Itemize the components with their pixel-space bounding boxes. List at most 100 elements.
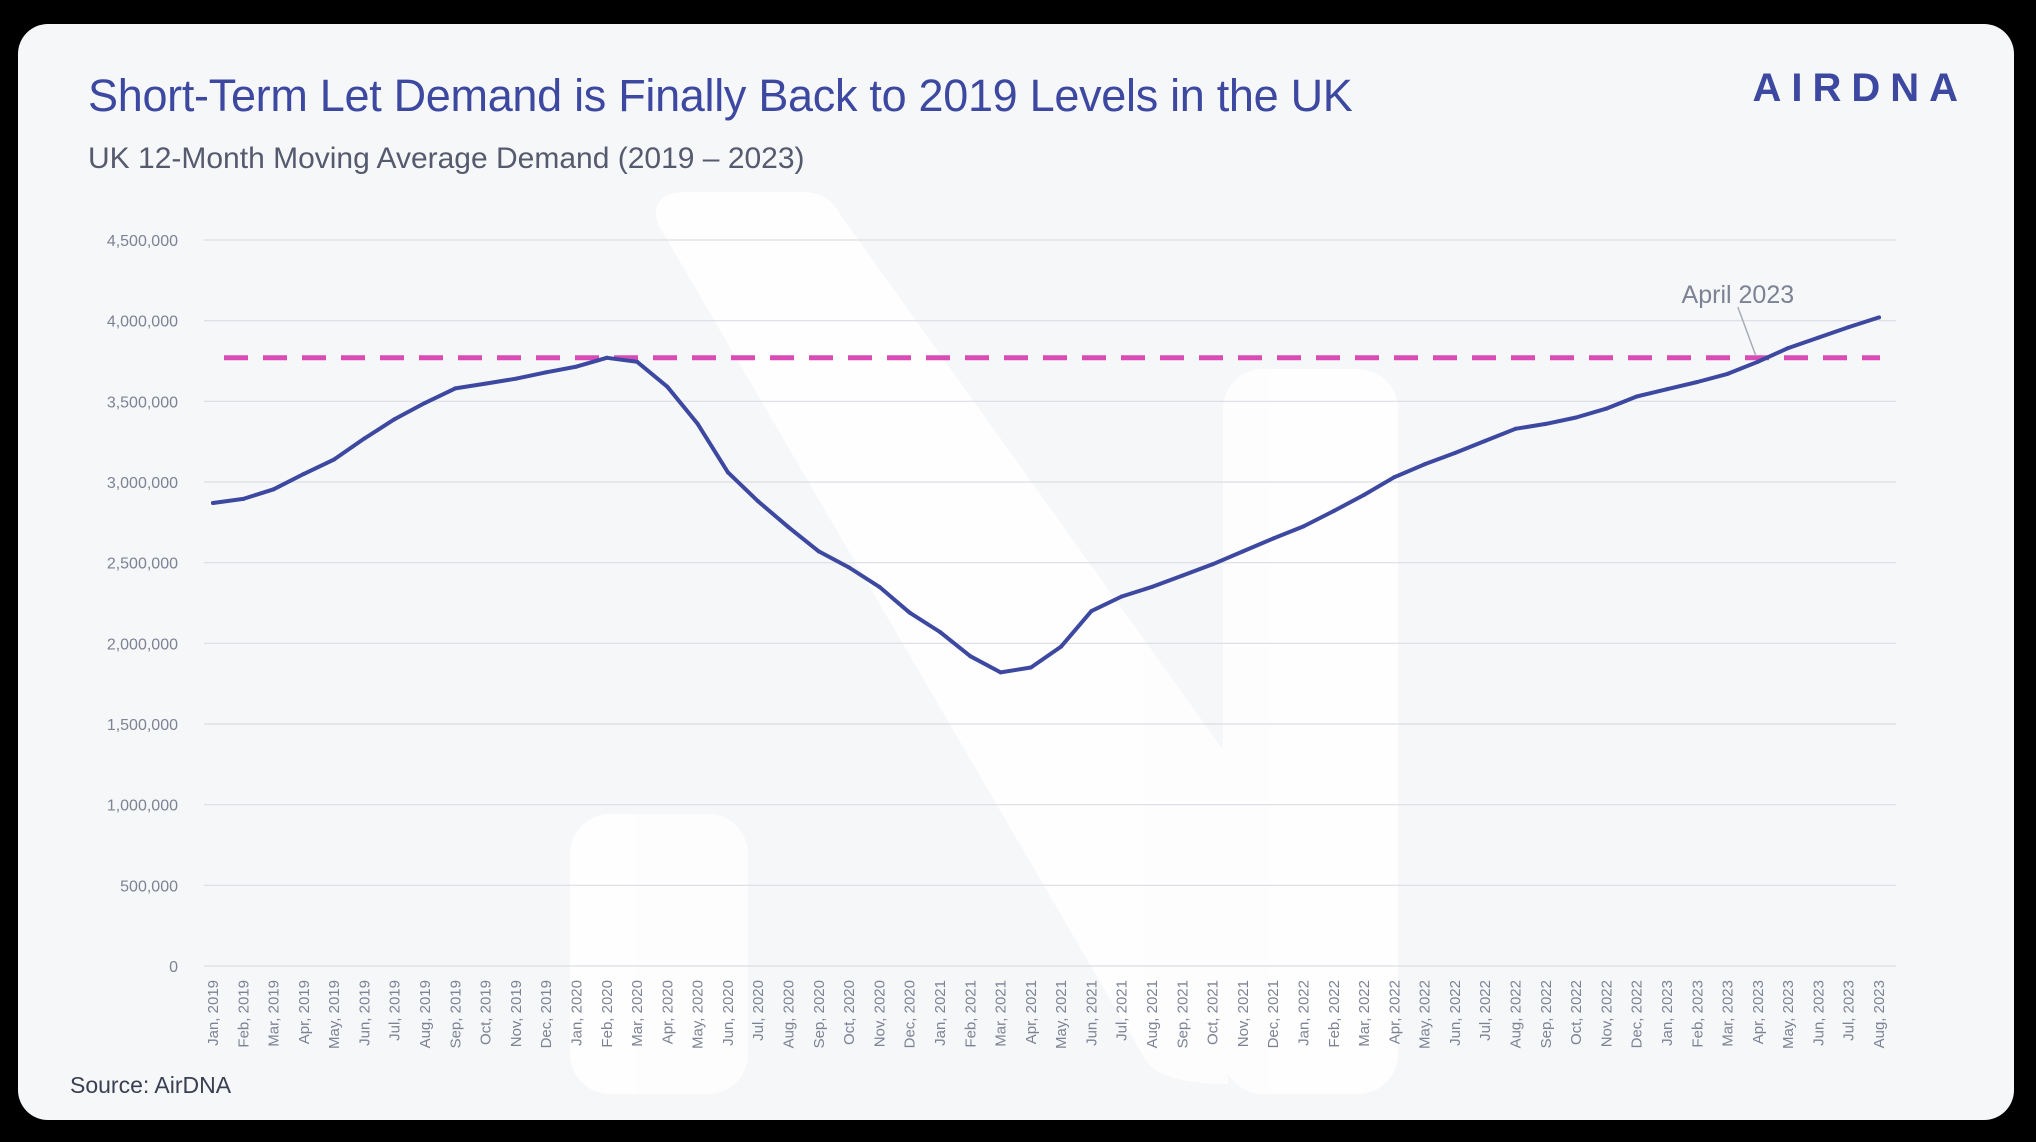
data-point	[1816, 335, 1821, 340]
x-axis: Jan, 2019 Feb, 2019 Mar, 2019 Apr, 2019 May,…	[205, 980, 1888, 1049]
data-point	[1301, 524, 1306, 529]
x-tick-label: Apr, 2019	[296, 980, 313, 1044]
y-tick-label: 1,500,000	[107, 717, 178, 734]
x-tick-label: Dec, 2021	[1265, 980, 1282, 1048]
data-point	[1119, 594, 1124, 599]
y-tick-label: 4,000,000	[107, 314, 178, 331]
data-point	[301, 471, 306, 476]
y-tick-label: 0	[169, 959, 178, 976]
x-tick-label: Jun, 2019	[356, 980, 373, 1046]
x-tick-label: May, 2019	[326, 980, 343, 1049]
chart-subtitle: UK 12-Month Moving Average Demand (2019 …	[88, 142, 805, 175]
x-tick-label: Jun, 2021	[1083, 980, 1100, 1046]
data-point	[241, 496, 246, 501]
data-point	[332, 457, 337, 462]
annotation-label: April 2023	[1682, 281, 1795, 309]
data-point	[1877, 315, 1881, 320]
data-point	[1362, 492, 1367, 497]
x-tick-label: Mar, 2020	[629, 980, 646, 1047]
data-point	[423, 400, 428, 405]
x-tick-label: Jan, 2021	[932, 980, 949, 1046]
data-point	[665, 384, 670, 389]
x-tick-label: Jan, 2020	[568, 980, 585, 1046]
data-point	[1180, 573, 1185, 578]
x-tick-label: Oct, 2022	[1568, 980, 1585, 1045]
x-tick-label: May, 2022	[1417, 980, 1434, 1049]
x-tick-label: Jun, 2022	[1447, 980, 1464, 1046]
data-point	[1574, 415, 1579, 420]
data-point	[937, 630, 942, 635]
x-tick-label: Jul, 2020	[750, 980, 767, 1041]
data-point	[1604, 406, 1609, 411]
data-point	[1210, 562, 1215, 567]
x-tick-label: Dec, 2019	[538, 980, 555, 1048]
data-point	[544, 370, 549, 375]
data-point	[1543, 421, 1548, 426]
data-point	[725, 470, 730, 475]
data-point	[1483, 438, 1488, 443]
x-tick-label: Sep, 2022	[1538, 980, 1555, 1048]
annotation-group: April 2023	[1682, 281, 1795, 357]
x-tick-label: Dec, 2022	[1629, 980, 1646, 1048]
data-point	[1422, 462, 1427, 467]
data-point	[1664, 387, 1669, 392]
y-tick-label: 3,500,000	[107, 394, 178, 411]
x-tick-label: Aug, 2022	[1508, 980, 1525, 1048]
x-tick-label: Nov, 2019	[508, 980, 525, 1047]
annotation-leader-line	[1737, 306, 1757, 357]
chart-title: Short-Term Let Demand is Finally Back to…	[88, 70, 1353, 121]
data-point	[392, 417, 397, 422]
x-tick-label: Feb, 2019	[235, 980, 252, 1048]
data-point	[1059, 644, 1064, 649]
y-tick-label: 4,500,000	[107, 233, 178, 250]
y-tick-label: 1,000,000	[107, 798, 178, 815]
x-tick-label: Feb, 2022	[1326, 980, 1343, 1048]
x-tick-label: Mar, 2022	[1356, 980, 1373, 1047]
x-tick-label: Oct, 2019	[478, 980, 495, 1045]
data-point	[786, 525, 791, 530]
airdna-logo: AIRDNA	[1752, 66, 1968, 110]
data-point	[483, 381, 488, 386]
data-point	[604, 355, 609, 360]
x-tick-label: Jul, 2019	[387, 980, 404, 1041]
data-point	[877, 584, 882, 589]
data-point	[1089, 609, 1094, 614]
x-tick-label: Oct, 2021	[1205, 980, 1222, 1045]
x-tick-label: Nov, 2021	[1235, 980, 1252, 1047]
x-tick-label: Jun, 2020	[720, 980, 737, 1046]
data-point	[1028, 665, 1033, 670]
x-tick-label: Apr, 2020	[659, 980, 676, 1044]
data-point	[635, 359, 640, 364]
data-point	[847, 565, 852, 570]
x-tick-label: Apr, 2023	[1750, 980, 1767, 1044]
data-point	[1725, 371, 1730, 376]
x-tick-label: Apr, 2021	[1023, 980, 1040, 1044]
data-point	[453, 386, 458, 391]
x-tick-label: Mar, 2023	[1720, 980, 1737, 1047]
x-tick-label: Jun, 2023	[1810, 980, 1827, 1046]
data-point	[1846, 325, 1851, 330]
data-point	[362, 436, 367, 441]
x-tick-label: Nov, 2022	[1598, 980, 1615, 1047]
data-point	[574, 364, 579, 369]
x-tick-label: May, 2021	[1053, 980, 1070, 1049]
y-axis: 0 500,000 1,000,000 1,500,000 2,000,000 2,500…	[107, 233, 178, 976]
data-point	[1240, 549, 1245, 554]
data-point	[1392, 475, 1397, 480]
data-point	[1452, 450, 1457, 455]
gridlines	[204, 239, 1896, 967]
x-tick-label: Mar, 2019	[266, 980, 283, 1047]
x-tick-label: Aug, 2021	[1144, 980, 1161, 1048]
data-point	[1755, 359, 1760, 364]
line-chart: 0 500,000 1,000,000 1,500,000 2,000,000 2,500…	[107, 192, 1896, 1094]
x-tick-label: Feb, 2021	[962, 980, 979, 1048]
x-tick-label: Jul, 2023	[1841, 980, 1858, 1041]
data-point	[1271, 536, 1276, 541]
data-point	[1513, 426, 1518, 431]
chart-card: Short-Term Let Demand is Finally Back to…	[18, 24, 2014, 1120]
x-tick-label: Aug, 2019	[417, 980, 434, 1048]
data-point	[695, 421, 700, 426]
data-point	[968, 654, 973, 659]
data-point	[1695, 379, 1700, 384]
x-tick-label: Aug, 2020	[781, 980, 798, 1048]
